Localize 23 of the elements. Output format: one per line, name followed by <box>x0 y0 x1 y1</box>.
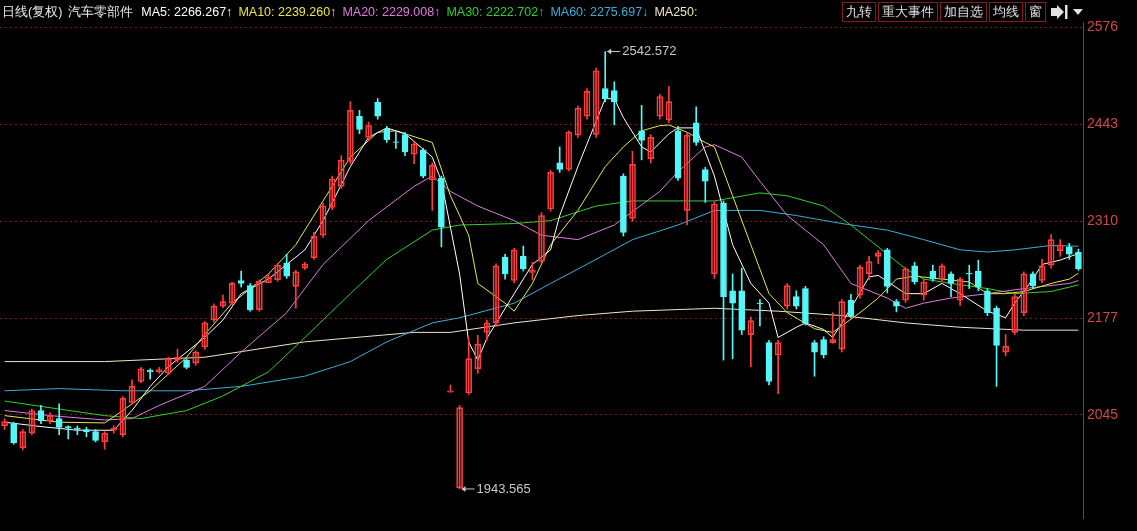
candlestick <box>756 299 764 327</box>
chart-title: 日线(复权) <box>2 3 63 21</box>
chart-subtitle: 汽车零部件 <box>68 3 134 21</box>
candlestick <box>64 425 72 440</box>
annotation: 1943.565 <box>476 480 531 496</box>
candlestick <box>965 264 973 289</box>
text: 重大事件 <box>878 2 938 22</box>
text: 均线 <box>989 2 1023 22</box>
y-tick-label: 2045 <box>1087 405 1119 422</box>
text: MA10: 2239.260↑ <box>238 5 337 19</box>
text: 窗 <box>1025 2 1046 22</box>
text: 加自选 <box>940 2 987 22</box>
text: 九转 <box>842 2 876 22</box>
text: MA60: 2275.697↓ <box>550 5 649 19</box>
y-tick-label: 2576 <box>1087 17 1119 34</box>
text: MA30: 2222.702↑ <box>446 5 545 19</box>
y-tick-label: 2443 <box>1087 115 1119 132</box>
text: MA20: 2229.008↑ <box>342 5 441 19</box>
y-tick-label: 2177 <box>1087 309 1119 326</box>
y-tick-label: 2310 <box>1087 212 1119 229</box>
text: MA250: <box>654 5 698 19</box>
annotation: 2542.572 <box>622 43 677 59</box>
text: MA5: 2266.267↑ <box>141 5 233 19</box>
